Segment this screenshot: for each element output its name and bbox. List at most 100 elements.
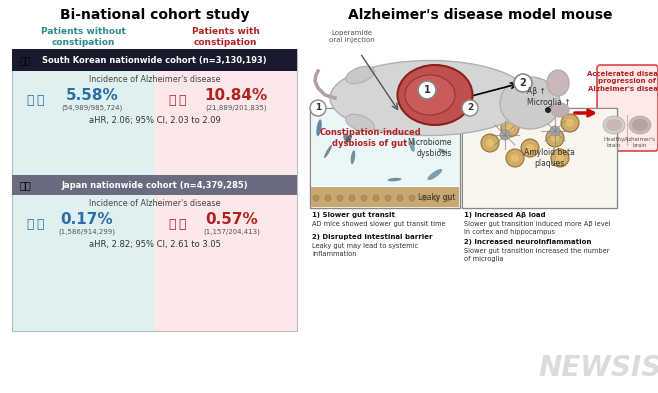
- Circle shape: [561, 114, 579, 132]
- Circle shape: [418, 81, 436, 99]
- FancyBboxPatch shape: [597, 65, 658, 151]
- Text: Microbiome
dysbiosis: Microbiome dysbiosis: [407, 138, 452, 158]
- Text: Bi-national cohort study: Bi-national cohort study: [60, 8, 249, 22]
- Circle shape: [325, 195, 331, 201]
- Text: Incidence of Alzheimer's disease: Incidence of Alzheimer's disease: [89, 199, 220, 208]
- Text: 🇰🇷: 🇰🇷: [20, 55, 32, 65]
- Text: AD mice showed slower gut transit time: AD mice showed slower gut transit time: [312, 221, 445, 227]
- Text: 0.57%: 0.57%: [205, 213, 259, 228]
- Circle shape: [349, 195, 355, 201]
- Ellipse shape: [435, 118, 442, 123]
- Circle shape: [536, 109, 544, 117]
- Text: 🧍: 🧍: [168, 219, 176, 231]
- Circle shape: [361, 195, 367, 201]
- Ellipse shape: [351, 150, 355, 164]
- Ellipse shape: [316, 119, 322, 136]
- Circle shape: [313, 195, 319, 201]
- Text: Leaky gut may lead to systemic
inflammation: Leaky gut may lead to systemic inflammat…: [312, 243, 418, 257]
- Ellipse shape: [629, 116, 651, 134]
- Text: Constipation-induced
dysbiosis of gut: Constipation-induced dysbiosis of gut: [319, 128, 421, 148]
- Text: South Korean nationwide cohort (n=3,130,193): South Korean nationwide cohort (n=3,130,…: [42, 55, 266, 64]
- Circle shape: [445, 195, 451, 201]
- Text: Incidence of Alzheimer's disease: Incidence of Alzheimer's disease: [89, 75, 220, 84]
- Text: 🧍: 🧍: [178, 94, 186, 108]
- Circle shape: [491, 109, 499, 117]
- Ellipse shape: [345, 114, 374, 132]
- Circle shape: [531, 104, 549, 122]
- FancyBboxPatch shape: [311, 109, 459, 186]
- Text: 10.84%: 10.84%: [205, 88, 268, 103]
- Circle shape: [521, 139, 539, 157]
- FancyBboxPatch shape: [463, 109, 616, 207]
- Circle shape: [409, 195, 415, 201]
- Text: (1,586/914,299): (1,586/914,299): [59, 229, 116, 235]
- FancyBboxPatch shape: [12, 49, 154, 331]
- Circle shape: [486, 139, 494, 147]
- Ellipse shape: [359, 116, 368, 127]
- Circle shape: [556, 154, 564, 162]
- Circle shape: [506, 124, 514, 132]
- Ellipse shape: [397, 65, 472, 125]
- Circle shape: [551, 134, 559, 142]
- Text: Alzheimer's disease model mouse: Alzheimer's disease model mouse: [347, 8, 612, 22]
- Circle shape: [514, 74, 532, 92]
- Ellipse shape: [388, 178, 401, 181]
- Circle shape: [550, 126, 560, 136]
- Text: Patients with
constipation: Patients with constipation: [192, 27, 260, 47]
- Text: 2: 2: [520, 78, 526, 88]
- Circle shape: [337, 195, 343, 201]
- Ellipse shape: [345, 66, 374, 84]
- FancyBboxPatch shape: [311, 187, 459, 207]
- Ellipse shape: [603, 116, 625, 134]
- Circle shape: [397, 195, 403, 201]
- Text: aHR, 2.82; 95% CI, 2.61 to 3.05: aHR, 2.82; 95% CI, 2.61 to 3.05: [89, 241, 220, 250]
- Text: Japan nationwide cohort (n=4,379,285): Japan nationwide cohort (n=4,379,285): [61, 180, 248, 189]
- Circle shape: [501, 119, 519, 137]
- Circle shape: [421, 195, 427, 201]
- Text: (1,157/204,413): (1,157/204,413): [203, 229, 261, 235]
- Ellipse shape: [551, 103, 569, 117]
- Text: Healthy
brain: Healthy brain: [603, 137, 624, 148]
- Text: 1) Increased Aβ load: 1) Increased Aβ load: [464, 212, 545, 218]
- Text: 0.17%: 0.17%: [61, 213, 113, 228]
- Circle shape: [526, 144, 534, 152]
- Ellipse shape: [409, 141, 415, 152]
- Ellipse shape: [343, 134, 349, 142]
- Circle shape: [385, 195, 391, 201]
- Text: 1: 1: [315, 103, 321, 112]
- FancyBboxPatch shape: [462, 108, 617, 208]
- FancyBboxPatch shape: [12, 49, 297, 71]
- Circle shape: [481, 134, 499, 152]
- Text: 🧍: 🧍: [178, 219, 186, 231]
- Text: 🧍: 🧍: [36, 219, 43, 231]
- Text: 🧍: 🧍: [36, 94, 43, 108]
- FancyBboxPatch shape: [12, 175, 297, 195]
- Ellipse shape: [500, 77, 560, 129]
- Text: (21,889/201,835): (21,889/201,835): [205, 105, 266, 111]
- Ellipse shape: [438, 149, 447, 154]
- Text: NEWSIS: NEWSIS: [538, 354, 658, 382]
- FancyBboxPatch shape: [310, 108, 460, 208]
- Text: 🧍: 🧍: [26, 94, 34, 108]
- Text: 2) Increased neuroinflammation: 2) Increased neuroinflammation: [464, 239, 592, 245]
- Text: 1) Slower gut transit: 1) Slower gut transit: [312, 212, 395, 218]
- Text: 🧍: 🧍: [168, 94, 176, 108]
- Text: Amyloid beta
plaques: Amyloid beta plaques: [524, 148, 574, 168]
- Ellipse shape: [632, 119, 648, 131]
- Circle shape: [310, 100, 326, 116]
- Circle shape: [506, 149, 524, 167]
- Circle shape: [566, 119, 574, 127]
- Text: (54,989/985,724): (54,989/985,724): [61, 105, 122, 111]
- Circle shape: [551, 149, 569, 167]
- Ellipse shape: [434, 123, 448, 134]
- Text: Loperamide
oral injection: Loperamide oral injection: [329, 29, 375, 43]
- Circle shape: [462, 100, 478, 116]
- Text: Slower gut transition increased the number
of microglia: Slower gut transition increased the numb…: [464, 248, 609, 262]
- Ellipse shape: [606, 119, 622, 131]
- Text: aHR, 2.06; 95% CI, 2.03 to 2.09: aHR, 2.06; 95% CI, 2.03 to 2.09: [89, 116, 220, 125]
- Circle shape: [546, 129, 564, 147]
- Circle shape: [545, 107, 551, 113]
- FancyBboxPatch shape: [154, 49, 297, 331]
- Ellipse shape: [428, 169, 442, 180]
- Ellipse shape: [405, 75, 455, 115]
